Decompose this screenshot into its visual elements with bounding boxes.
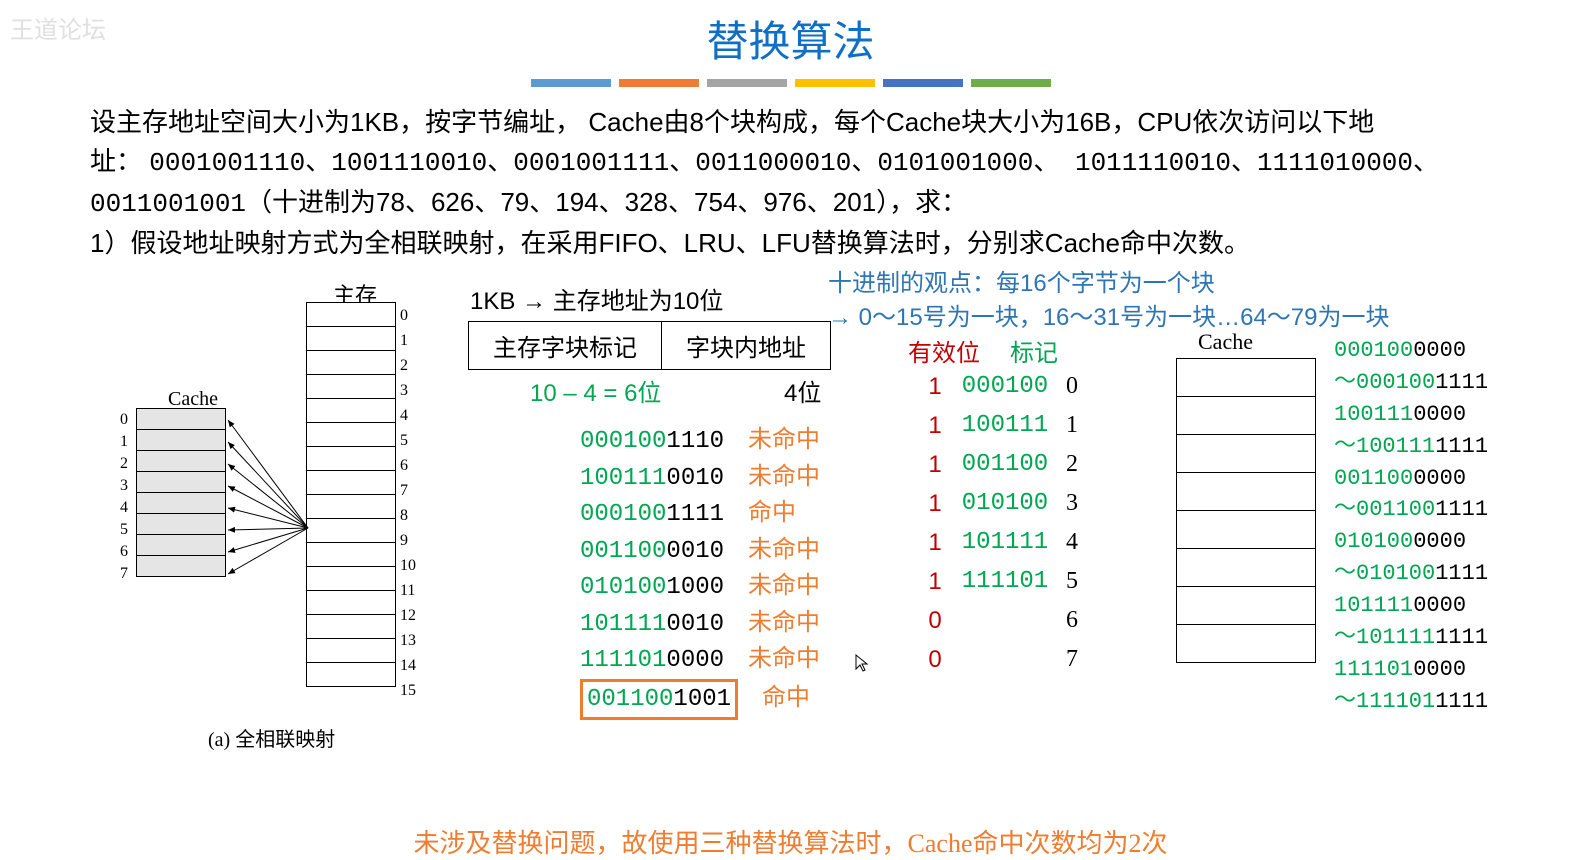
blue-note-2: → 0～15号为一块，16～31号为一块…64～79为一块 (828, 297, 1390, 332)
tag-bits: 10 – 4 = 6位 (530, 373, 661, 408)
mem-grid (306, 303, 396, 687)
cache-box-col (1176, 359, 1316, 663)
valid-label: 有效位 (908, 333, 980, 368)
cache-index-col: 01234567 (120, 409, 128, 585)
watermark: 王道论坛 (10, 10, 106, 45)
blue-note-1: 十进制的观点：每16个字节为一个块 (828, 263, 1215, 298)
cache-state-table: 1000100011001111100110021010100311011114… (920, 367, 1084, 679)
addr-title: 1KB → 主存地址为10位 (470, 281, 723, 316)
color-bars (0, 79, 1581, 87)
cache-grid (136, 409, 226, 577)
conclusion: 未涉及替换问题，故使用三种替换算法时，Cache命中次数均为2次 (0, 823, 1581, 860)
diagram-area: Cache 01234567 主存 01234567 8910111213141… (0, 263, 1581, 823)
offset-bits: 4位 (784, 373, 821, 408)
problem-text: 设主存地址空间大小为1KB，按字节编址， Cache由8个块构成，每个Cache… (0, 103, 1581, 263)
tag-label: 标记 (1010, 333, 1058, 368)
mem-index-col: 01234567 89101112131415 (400, 303, 416, 703)
cursor-icon (854, 653, 870, 673)
page-title: 替换算法 (0, 0, 1581, 69)
addr-table: 主存字块标记字块内地址 (468, 321, 831, 370)
cache-column-label: Cache (1198, 329, 1253, 355)
address-ranges: 0001000000～00010011111001110000～10011111… (1334, 335, 1488, 718)
access-list: 0001001110未命中1001110010未命中0001001111命中00… (580, 423, 820, 720)
diagram-caption: (a) 全相联映射 (208, 723, 335, 752)
